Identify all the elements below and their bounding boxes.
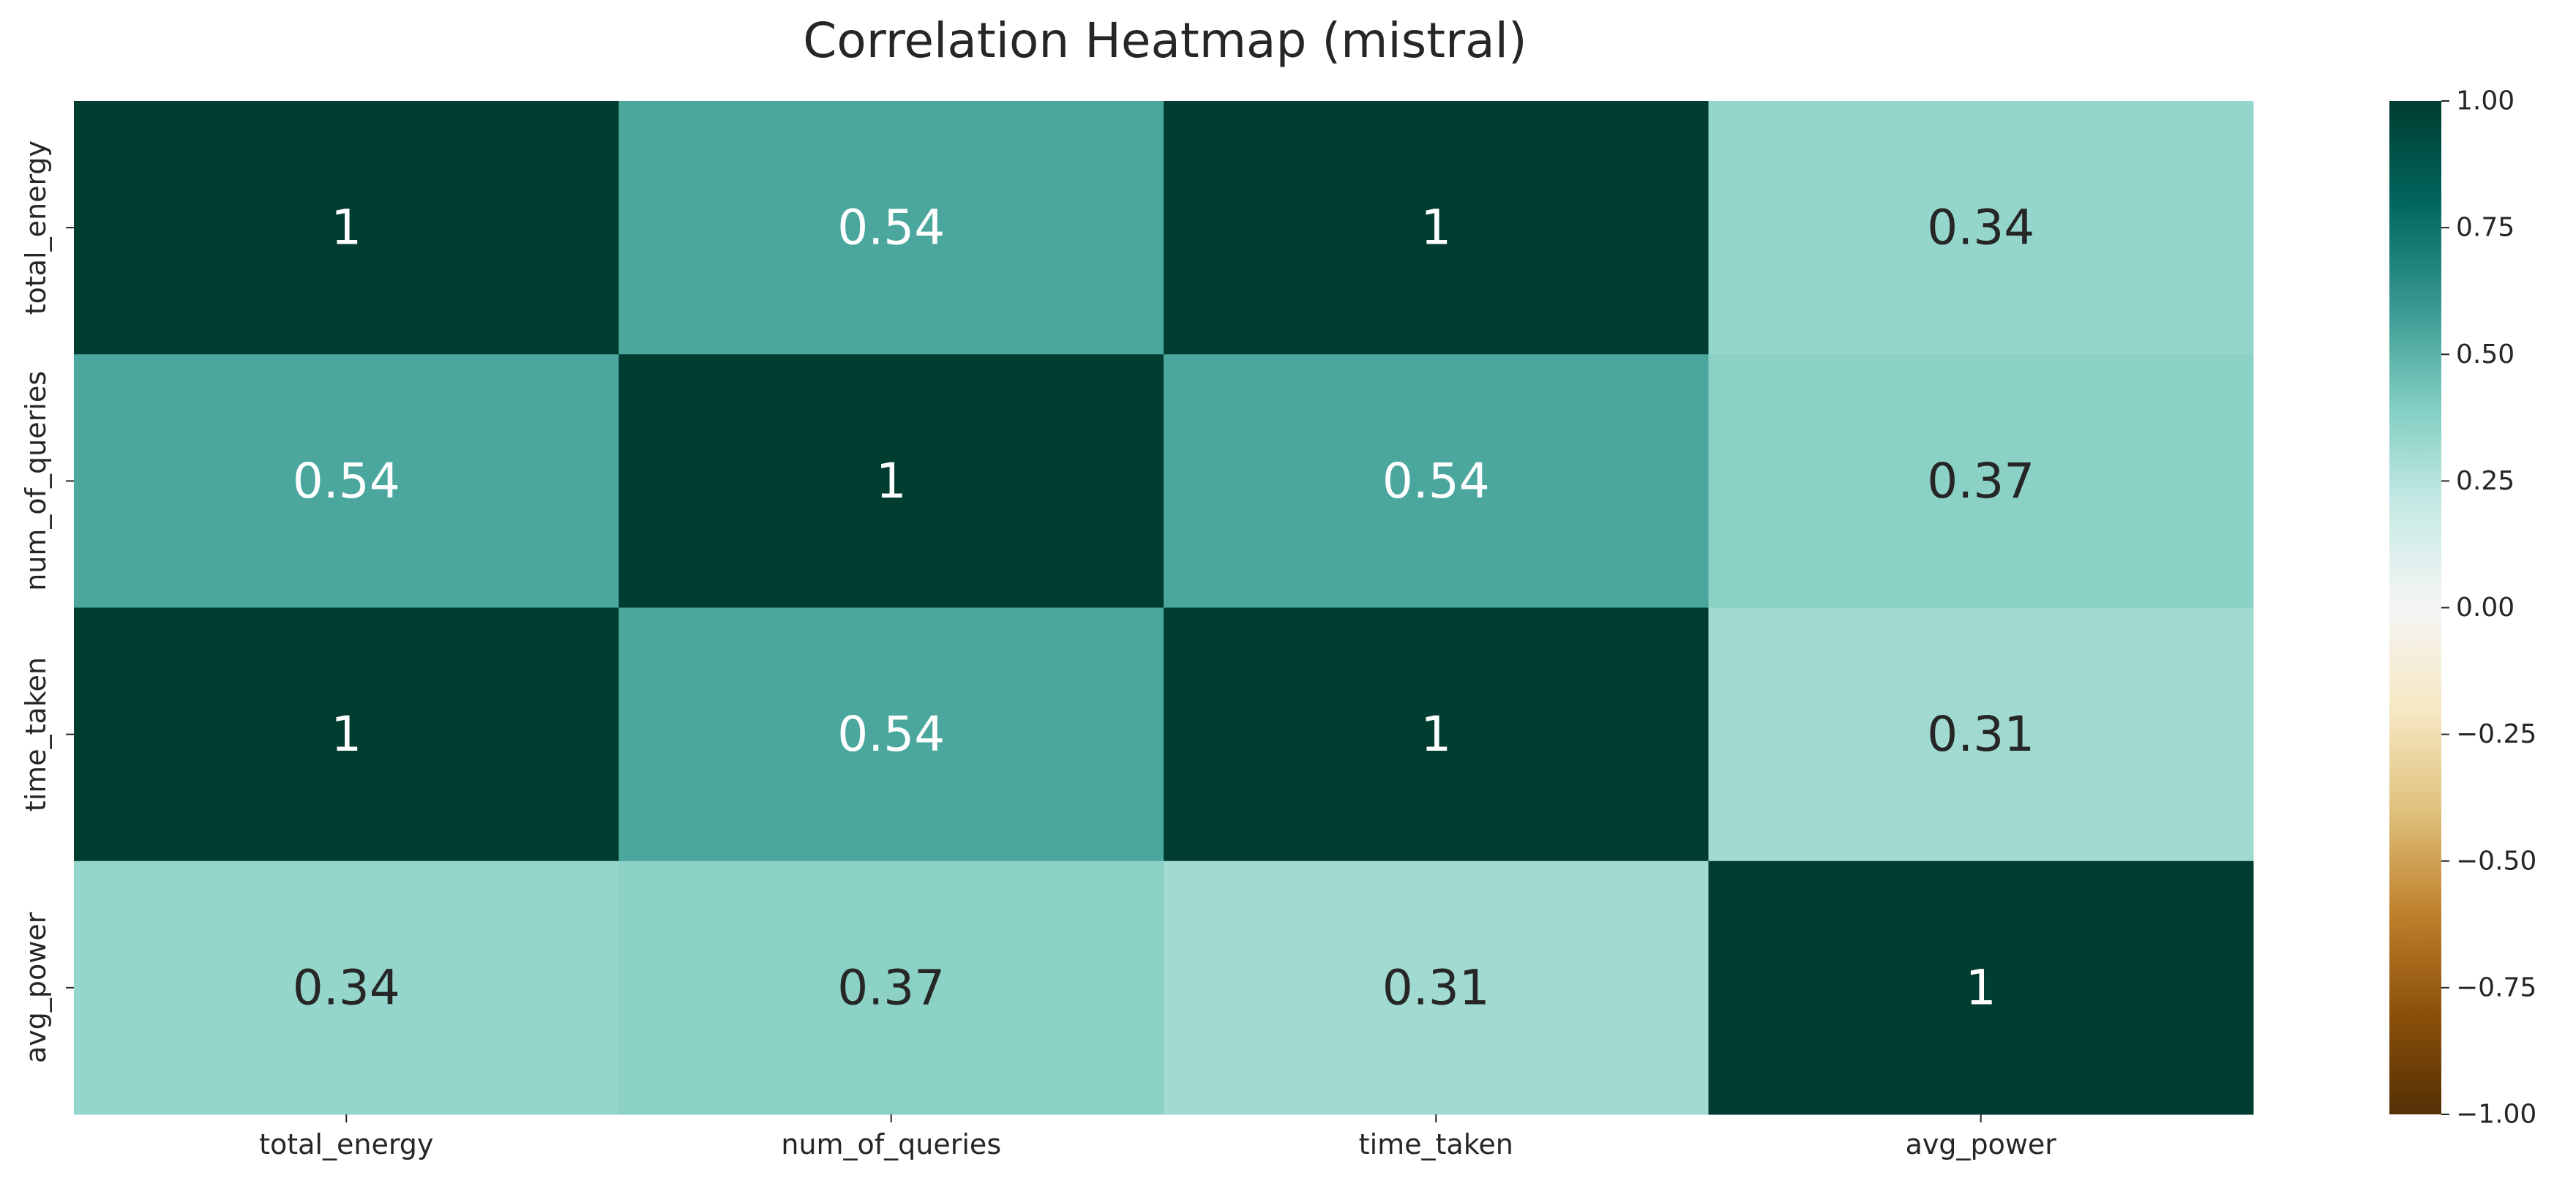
cell-annotation: 0.37: [1927, 453, 2034, 509]
colorbar-tick-label: −0.50: [2456, 846, 2536, 876]
cell-annotation: 0.54: [837, 200, 945, 256]
cell-annotation: 0.34: [1927, 200, 2034, 256]
heatmap-cell: [1164, 101, 1709, 355]
colorbar: 1.00 0.75 0.50 0.25 0.00 −0.25 −0.50 −0.75 −1.00: [2389, 86, 2536, 1130]
x-tick-label: total_energy: [259, 1128, 433, 1160]
cell-annotation: 0.54: [1382, 453, 1490, 509]
heatmap-cell: [618, 607, 1164, 862]
colorbar-tick-label: 0.75: [2456, 213, 2515, 243]
x-axis: total_energy num_of_queries time_taken avg_…: [259, 1114, 2056, 1160]
x-tick-label: num_of_queries: [781, 1128, 1001, 1160]
heatmap-cell: [74, 607, 619, 862]
y-tick-label: total_energy: [20, 140, 52, 315]
cell-annotations: 1 0.54 1 0.34 0.54 1 0.54 0.37 1 0.54 1 0.31 0.34 0.3…: [293, 200, 2034, 1016]
heatmap-cell: [1164, 354, 1709, 608]
y-tick-label: num_of_queries: [20, 371, 52, 591]
colorbar-tick-label: 0.50: [2456, 340, 2515, 370]
cell-annotation: 1: [331, 706, 362, 762]
y-axis: total_energy num_of_queries time_taken avg_…: [20, 140, 74, 1063]
colorbar-tick-label: −0.75: [2456, 972, 2536, 1002]
heatmap-cell: [618, 101, 1164, 355]
cell-annotation: 0.54: [293, 453, 400, 509]
cell-annotation: 1: [331, 200, 362, 256]
x-tick-label: avg_power: [1906, 1128, 2057, 1160]
heatmap-cell: [618, 354, 1164, 608]
cell-annotation: 0.34: [293, 959, 400, 1016]
heatmap-cell: [1164, 860, 1709, 1115]
cell-annotation: 1: [1420, 706, 1451, 762]
cell-annotation: 1: [1420, 200, 1451, 256]
heatmap-cells: [74, 101, 2254, 1115]
heatmap-cell: [1708, 607, 2254, 862]
cell-annotation: 0.37: [837, 959, 945, 1016]
colorbar-tick-label: 1.00: [2456, 86, 2515, 116]
heatmap-cell: [618, 860, 1164, 1115]
cell-annotation: 0.31: [1382, 959, 1490, 1016]
heatmap-cell: [74, 354, 619, 608]
cell-annotation: 1: [1966, 959, 1996, 1016]
cell-annotation: 0.54: [837, 706, 945, 762]
heatmap-cell: [1708, 354, 2254, 608]
colorbar-gradient: [2389, 101, 2441, 1114]
heatmap-cell: [1708, 860, 2254, 1115]
heatmap-cell: [74, 101, 619, 355]
cell-annotation: 1: [876, 453, 907, 509]
colorbar-tick-label: −0.25: [2456, 719, 2536, 749]
x-tick-label: time_taken: [1359, 1128, 1513, 1160]
colorbar-tick-label: −1.00: [2456, 1100, 2536, 1130]
heatmap-cell: [74, 860, 619, 1115]
y-tick-label: avg_power: [20, 912, 52, 1063]
heatmap-cell: [1164, 607, 1709, 862]
colorbar-tick-label: 0.00: [2456, 593, 2515, 623]
chart-title: Correlation Heatmap (mistral): [803, 12, 1527, 69]
cell-annotation: 0.31: [1927, 706, 2034, 762]
heatmap-cell: [1708, 101, 2254, 355]
y-tick-label: time_taken: [20, 657, 52, 811]
colorbar-tick-label: 0.25: [2456, 466, 2515, 496]
